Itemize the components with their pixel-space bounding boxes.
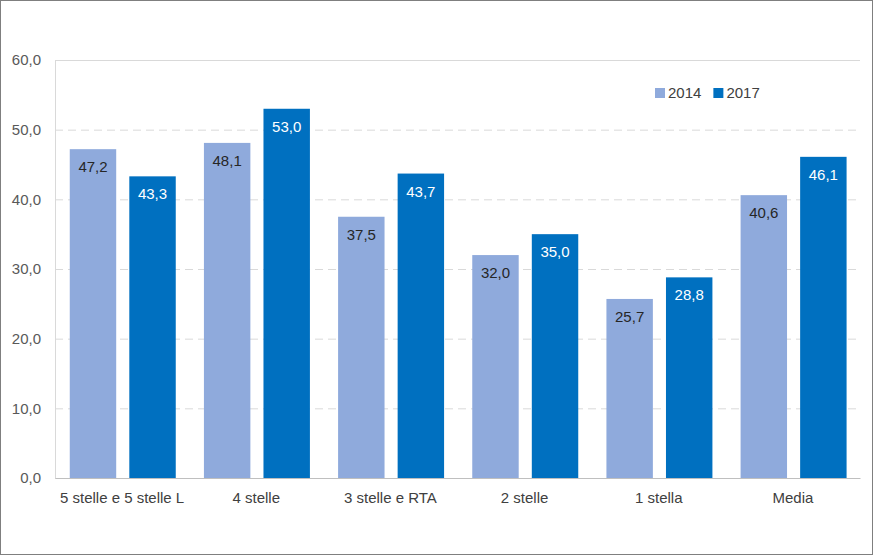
data-label: 43,7	[406, 183, 435, 200]
chart-frame	[1, 1, 873, 555]
y-tick-label: 0,0	[20, 469, 41, 486]
bars	[70, 109, 847, 478]
data-label: 35,0	[540, 243, 569, 260]
y-tick-label: 40,0	[12, 191, 41, 208]
y-tick: 50,0	[12, 121, 860, 138]
data-label: 47,2	[78, 158, 107, 175]
legend-item: 2014	[655, 84, 701, 101]
plot: 0,0 10,0 20,0 30,0 40,0 50,0 60,0 5 stelle e 5 …	[12, 51, 861, 505]
data-label: 53,0	[272, 118, 301, 135]
y-tick-label: 50,0	[12, 121, 41, 138]
chart: 0,0 10,0 20,0 30,0 40,0 50,0 60,0 5 stelle e 5 …	[0, 0, 873, 555]
data-labels: 47,2 48,1 37,5 32,0 25,7 40,6 43,3 53,0 43,7 35,0…	[78, 118, 838, 325]
x-tick-label: 1 stella	[635, 489, 683, 506]
data-label: 25,7	[615, 308, 644, 325]
legend-item: 2017	[713, 84, 759, 101]
bar	[606, 299, 652, 478]
legend-label: 2017	[726, 84, 759, 101]
data-label: 32,0	[481, 264, 510, 281]
legend-swatch	[713, 88, 723, 98]
bar	[338, 217, 384, 478]
y-axis: 0,0 10,0 20,0 30,0 40,0 50,0 60,0	[12, 51, 860, 486]
bar	[263, 109, 309, 478]
bar	[532, 234, 578, 478]
x-tick: 2 stelle	[501, 489, 549, 506]
y-tick-label: 20,0	[12, 330, 41, 347]
y-tick: 60,0	[12, 51, 860, 68]
bar	[666, 277, 712, 478]
y-tick-label: 10,0	[12, 400, 41, 417]
grid-line	[55, 130, 860, 131]
bar	[472, 255, 518, 478]
x-tick: Media	[772, 489, 814, 506]
x-tick-label: 2 stelle	[501, 489, 549, 506]
y-tick-label: 60,0	[12, 51, 41, 68]
data-label: 43,3	[138, 185, 167, 202]
bar	[398, 174, 444, 478]
bar	[204, 143, 250, 478]
legend: 2014 2017	[655, 84, 760, 101]
x-tick-label: 5 stelle e 5 stelle L	[60, 489, 184, 506]
legend-swatch	[655, 88, 665, 98]
x-axis: 5 stelle e 5 stelle L 4 stelle 3 stelle e …	[56, 479, 861, 506]
data-label: 40,6	[749, 204, 778, 221]
grid-line	[55, 478, 860, 479]
bar	[129, 176, 175, 478]
legend-label: 2014	[668, 84, 701, 101]
bar	[70, 149, 116, 478]
x-tick-label: 3 stelle e RTA	[344, 489, 437, 506]
data-label: 37,5	[347, 226, 376, 243]
data-label: 28,8	[675, 286, 704, 303]
data-label: 46,1	[809, 166, 838, 183]
data-label: 48,1	[213, 152, 242, 169]
grid-line	[55, 60, 860, 61]
bar	[800, 157, 846, 478]
bar	[741, 195, 787, 478]
x-tick: 3 stelle e RTA	[344, 489, 437, 506]
x-tick: 1 stella	[635, 489, 683, 506]
x-tick-label: Media	[772, 489, 814, 506]
x-tick-label: 4 stelle	[232, 489, 280, 506]
y-axis-line	[56, 61, 861, 479]
x-tick: 4 stelle	[232, 489, 280, 506]
x-tick: 5 stelle e 5 stelle L	[60, 489, 184, 506]
x-axis-line	[56, 478, 861, 479]
y-tick-label: 30,0	[12, 260, 41, 277]
